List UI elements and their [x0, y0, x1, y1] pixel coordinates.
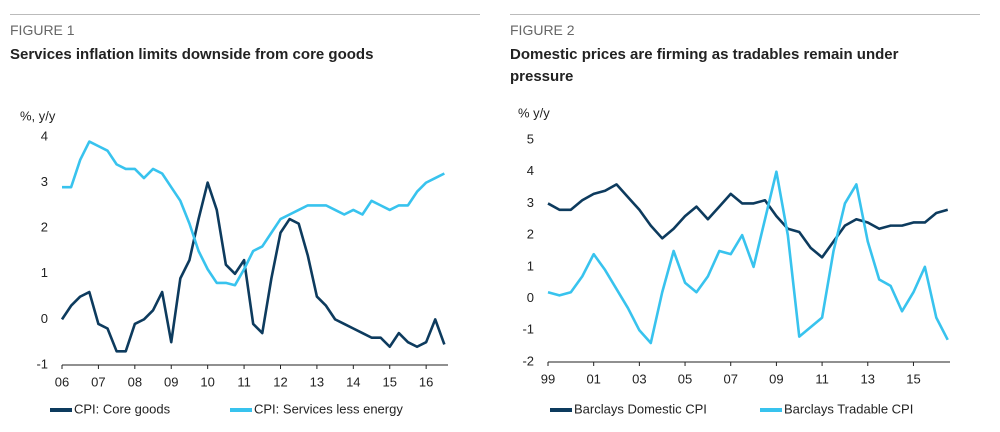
x-tick-label: 15 [383, 374, 397, 389]
legend-label: CPI: Core goods [74, 401, 171, 416]
x-tick-label: 03 [632, 371, 646, 386]
x-tick-label: 08 [128, 374, 142, 389]
x-tick-label: 10 [200, 374, 214, 389]
series-line [60, 181, 446, 353]
chart-title: Domestic prices are firming as tradables… [510, 46, 899, 85]
x-tick-label: 99 [541, 371, 555, 386]
y-axis-label: %, y/y [20, 108, 56, 123]
x-tick-label: 16 [419, 374, 433, 389]
y-tick-label: 2 [41, 220, 48, 235]
figure: FIGURE 1 Services inflation limits downs… [10, 0, 480, 432]
y-tick-label: -1 [522, 322, 534, 337]
x-tick-label: 11 [237, 374, 251, 389]
x-tick-label: 13 [861, 371, 875, 386]
legend-label: Barclays Domestic CPI [574, 401, 707, 416]
y-tick-label: 3 [41, 174, 48, 189]
y-tick-label: 4 [527, 163, 534, 178]
y-tick-label: -1 [36, 356, 48, 371]
y-axis-label: % y/y [518, 105, 550, 120]
x-tick-label: 07 [723, 371, 737, 386]
x-tick-label: 09 [164, 374, 178, 389]
figure-label: FIGURE 2 [510, 22, 575, 38]
rule [510, 14, 980, 15]
series-line [547, 183, 949, 259]
x-tick-label: 05 [678, 371, 692, 386]
y-tick-label: 1 [527, 258, 534, 273]
figure: FIGURE 2 Domestic prices are firming as … [510, 0, 980, 432]
y-tick-label: -2 [522, 353, 534, 368]
series-line [547, 170, 949, 345]
x-tick-label: 15 [906, 371, 920, 386]
y-tick-label: 4 [41, 128, 48, 143]
y-tick-label: 1 [41, 265, 48, 280]
x-tick-label: 14 [346, 374, 360, 389]
chart-title: Services inflation limits downside from … [10, 46, 374, 63]
y-tick-label: 5 [527, 131, 534, 146]
x-tick-label: 01 [586, 371, 600, 386]
legend-label: Barclays Tradable CPI [784, 401, 913, 416]
x-tick-label: 06 [55, 374, 69, 389]
x-tick-label: 12 [273, 374, 287, 389]
x-tick-label: 09 [769, 371, 783, 386]
y-tick-label: 0 [527, 290, 534, 305]
y-tick-label: 0 [41, 311, 48, 326]
x-tick-label: 13 [310, 374, 324, 389]
y-tick-label: 3 [527, 195, 534, 210]
rule [10, 14, 480, 15]
figure-label: FIGURE 1 [10, 22, 75, 38]
x-tick-label: 07 [91, 374, 105, 389]
x-tick-label: 11 [815, 371, 829, 386]
legend-label: CPI: Services less energy [254, 401, 403, 416]
y-tick-label: 2 [527, 227, 534, 242]
series-line [62, 140, 445, 287]
